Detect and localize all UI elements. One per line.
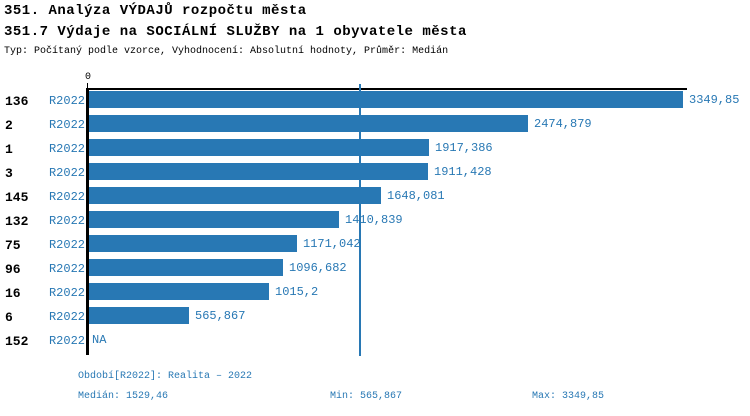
bar-value-label: NA (92, 333, 107, 347)
bar-value-label: 1096,682 (289, 261, 347, 275)
row-series-label: R2022 (48, 142, 85, 156)
bar-value-label: 1015,2 (275, 285, 319, 299)
bar (89, 211, 339, 228)
row-series-label: R2022 (48, 334, 85, 348)
table-row: 132 R2022 1410,839 (0, 211, 750, 235)
median-reference-line (359, 84, 361, 356)
bar-value-label: 1917,386 (435, 141, 493, 155)
row-category-label: 75 (5, 238, 21, 253)
x-axis-zero-tick-label: 0 (84, 72, 91, 83)
bar-value-label: 2474,879 (534, 117, 592, 131)
bar-value-label: 1171,042 (303, 237, 361, 251)
row-series-label: R2022 (48, 238, 85, 252)
table-row: 96 R2022 1096,682 (0, 259, 750, 283)
table-row: 75 R2022 1171,042 (0, 235, 750, 259)
bar (89, 259, 283, 276)
x-axis-line (86, 88, 687, 90)
bar (89, 91, 683, 108)
row-category-label: 96 (5, 262, 21, 277)
row-series-label: R2022 (48, 286, 85, 300)
bar-value-label: 1911,428 (434, 165, 492, 179)
table-row: 6 R2022 565,867 (0, 307, 750, 331)
row-category-label: 136 (5, 94, 29, 109)
row-series-label: R2022 (48, 214, 85, 228)
row-category-label: 3 (5, 166, 13, 181)
table-row: 136 R2022 3349,85 (0, 91, 750, 115)
row-category-label: 1 (5, 142, 13, 157)
table-row: 3 R2022 1911,428 (0, 163, 750, 187)
y-axis-line (86, 88, 89, 355)
footer-min-stat: Min: 565,867 (330, 391, 403, 402)
bar-value-label: 1648,081 (387, 189, 445, 203)
footer-median-stat: Medián: 1529,46 (78, 391, 169, 402)
row-category-label: 16 (5, 286, 21, 301)
page-title: 351. Analýza VÝDAJŮ rozpočtu města (4, 3, 307, 19)
bar (89, 235, 297, 252)
chart-subtitle-indicator: 351.7 Výdaje na SOCIÁLNÍ SLUŽBY na 1 oby… (4, 24, 467, 40)
row-series-label: R2022 (48, 118, 85, 132)
row-series-label: R2022 (48, 94, 85, 108)
chart-meta-description: Typ: Počítaný podle vzorce, Vyhodnocení:… (4, 46, 449, 57)
row-series-label: R2022 (48, 310, 85, 324)
bar-value-label: 565,867 (195, 309, 246, 323)
bar (89, 307, 189, 324)
row-series-label: R2022 (48, 166, 85, 180)
row-category-label: 132 (5, 214, 29, 229)
x-axis-zero-tick-mark (87, 83, 88, 91)
row-category-label: 145 (5, 190, 29, 205)
bar (89, 187, 381, 204)
bar-value-label: 1410,839 (345, 213, 403, 227)
bar (89, 139, 429, 156)
table-row: 152 R2022 NA (0, 331, 750, 355)
table-row: 2 R2022 2474,879 (0, 115, 750, 139)
table-row: 145 R2022 1648,081 (0, 187, 750, 211)
row-series-label: R2022 (48, 190, 85, 204)
bar (89, 283, 269, 300)
row-category-label: 6 (5, 310, 13, 325)
row-category-label: 2 (5, 118, 13, 133)
row-series-label: R2022 (48, 262, 85, 276)
bar-value-label: 3349,85 (689, 93, 740, 107)
row-category-label: 152 (5, 334, 29, 349)
table-row: 16 R2022 1015,2 (0, 283, 750, 307)
footer-period-label: Období[R2022]: Realita – 2022 (78, 371, 253, 382)
table-row: 1 R2022 1917,386 (0, 139, 750, 163)
bar (89, 163, 428, 180)
bar (89, 115, 528, 132)
footer-max-stat: Max: 3349,85 (532, 391, 605, 402)
